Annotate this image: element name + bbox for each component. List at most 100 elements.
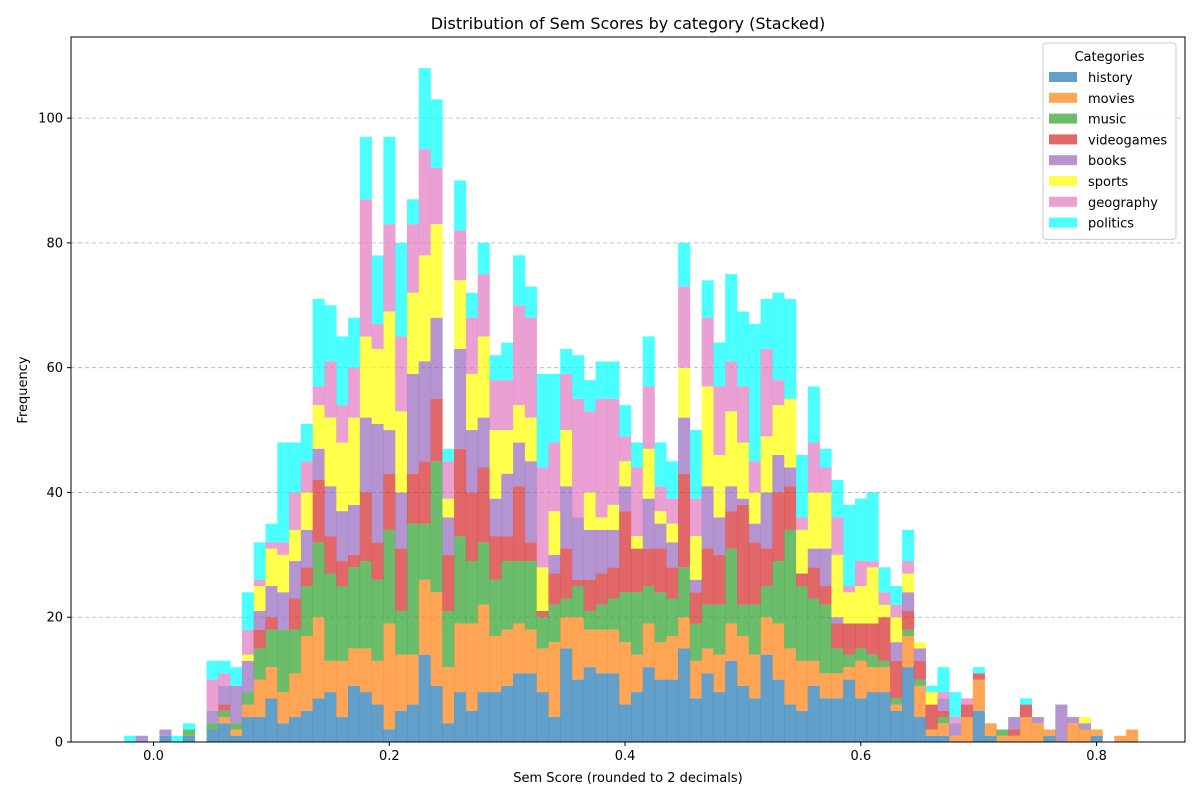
bar-history xyxy=(182,735,196,742)
bar-sports xyxy=(843,592,856,624)
bar-sports xyxy=(383,311,396,431)
bar-movies xyxy=(406,654,420,705)
bar-sports xyxy=(395,411,408,493)
bar-movies xyxy=(689,660,702,699)
bar-sports xyxy=(902,573,915,593)
bar-music xyxy=(902,629,915,636)
bar-sports xyxy=(807,492,820,549)
bar-politics xyxy=(795,455,809,518)
bar-music xyxy=(336,586,349,661)
bar-books xyxy=(784,467,797,487)
bar-history xyxy=(772,679,785,742)
bar-books xyxy=(253,610,266,630)
bar-sports xyxy=(560,430,573,487)
bar-history xyxy=(430,685,443,742)
bar-videogames xyxy=(748,542,761,605)
bar-politics xyxy=(182,723,196,730)
bar-movies xyxy=(878,667,891,693)
bar-videogames xyxy=(890,660,903,699)
bar-history xyxy=(206,729,219,742)
bar-videogames xyxy=(961,704,974,718)
bar-music xyxy=(737,604,750,636)
bar-books xyxy=(206,710,219,724)
bar-politics xyxy=(265,523,278,543)
bar-movies xyxy=(253,679,266,718)
bar-books xyxy=(1055,704,1068,742)
bar-politics xyxy=(383,136,396,225)
bar-politics xyxy=(548,373,561,443)
bar-politics xyxy=(854,498,868,562)
bar-music xyxy=(536,617,549,649)
bar-videogames xyxy=(489,536,502,580)
bar-politics xyxy=(725,274,738,362)
bar-books xyxy=(477,417,490,468)
bar-videogames xyxy=(925,704,938,730)
bar-books xyxy=(902,592,915,611)
bar-movies xyxy=(678,617,691,649)
legend: Categories history movies music videogames bo… xyxy=(1042,42,1177,240)
bar-geography xyxy=(206,679,219,711)
bar-music xyxy=(548,604,561,643)
bar-geography xyxy=(277,542,290,555)
bar-politics xyxy=(937,667,950,693)
bar-music xyxy=(383,529,396,624)
bar-books xyxy=(560,486,573,549)
bar-videogames xyxy=(548,573,561,605)
bar-movies xyxy=(336,660,349,718)
bar-sports xyxy=(725,411,738,487)
bar-politics xyxy=(819,448,832,468)
legend-label-movies: movies xyxy=(1088,92,1135,107)
bar-videogames xyxy=(795,573,809,587)
bar-politics xyxy=(218,660,231,674)
bar-sports xyxy=(831,554,844,618)
bar-history xyxy=(312,698,325,742)
bar-videogames xyxy=(395,548,408,611)
bar-geography xyxy=(465,317,478,374)
bar-history xyxy=(454,692,467,742)
bar-politics xyxy=(949,692,962,718)
bar-sports xyxy=(913,642,926,649)
bar-movies xyxy=(949,735,962,742)
bar-politics xyxy=(371,255,384,324)
bar-history xyxy=(630,692,644,742)
bar-movies xyxy=(348,648,361,686)
bar-music xyxy=(866,654,879,668)
bar-videogames xyxy=(348,554,361,568)
bar-movies xyxy=(572,617,585,680)
bar-politics xyxy=(418,68,431,150)
bar-music xyxy=(265,629,278,668)
bar-videogames xyxy=(253,629,266,649)
bar-movies xyxy=(501,629,514,686)
bar-music xyxy=(230,723,243,730)
bar-music xyxy=(878,660,891,668)
bar-movies xyxy=(465,623,478,711)
bar-sports xyxy=(312,405,325,449)
bar-music xyxy=(572,586,585,618)
bar-books xyxy=(442,517,455,555)
bar-books xyxy=(324,486,337,537)
bar-history xyxy=(324,692,337,742)
bar-sports xyxy=(489,430,502,499)
bar-movies xyxy=(1067,723,1080,742)
bar-sports xyxy=(477,336,490,418)
bar-videogames xyxy=(972,673,985,680)
bar-history xyxy=(854,698,868,742)
bar-geography xyxy=(595,398,608,518)
bar-history xyxy=(359,692,372,742)
bar-sports xyxy=(678,367,691,418)
bar-music xyxy=(348,567,361,649)
bar-videogames xyxy=(406,473,420,524)
bar-books xyxy=(312,448,325,480)
bar-politics xyxy=(489,355,502,381)
bar-movies xyxy=(1043,729,1056,736)
bar-videogames xyxy=(654,548,667,593)
bar-music xyxy=(253,648,266,680)
bar-movies xyxy=(418,579,431,655)
bar-history xyxy=(689,698,702,742)
bar-history xyxy=(819,698,832,742)
bar-politics xyxy=(524,286,537,318)
bar-books xyxy=(348,504,361,555)
legend-swatch-sports xyxy=(1049,176,1077,186)
bar-sports xyxy=(630,536,644,549)
bar-movies xyxy=(748,654,761,699)
